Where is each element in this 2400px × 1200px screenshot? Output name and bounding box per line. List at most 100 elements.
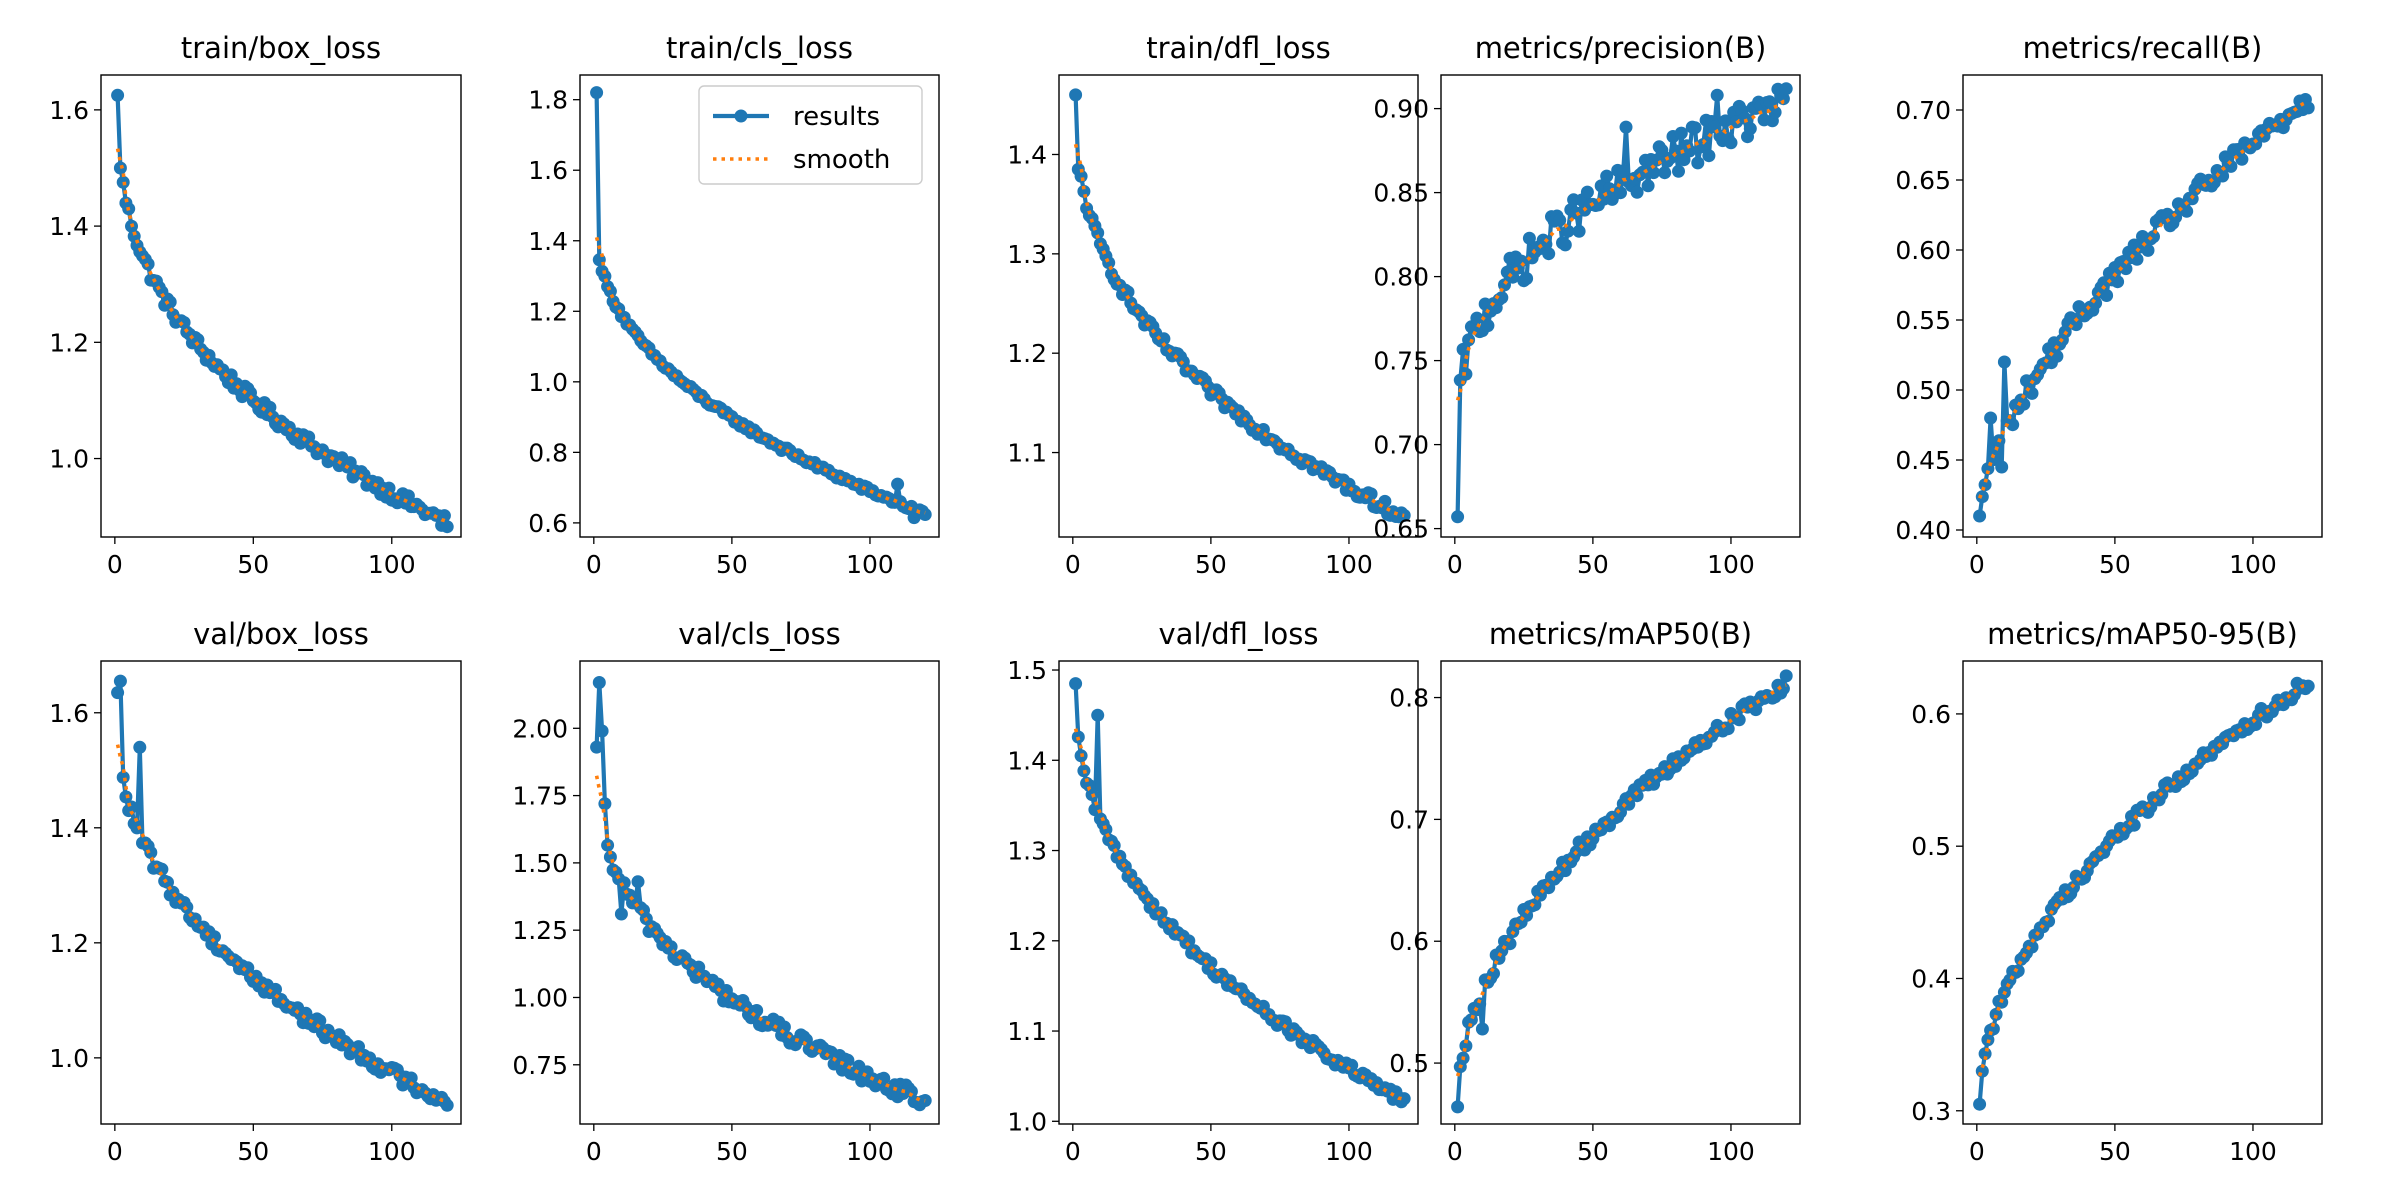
metrics-map50-95-ytick-label: 0.4 (1911, 964, 1951, 993)
metrics-map50-95-results-point (1989, 1007, 2003, 1021)
val-box-loss-results-point (155, 862, 169, 876)
metrics-precision-results-point (1561, 224, 1575, 238)
val-cls-loss-results-point (904, 1085, 918, 1098)
metrics-map50-95-title: metrics/mAP50-95(B) (1987, 617, 2298, 651)
val-cls-loss-ytick-label: 1.00 (512, 983, 568, 1012)
metrics-recall-results-point (2235, 152, 2249, 166)
metrics-precision-results-line (1455, 87, 1789, 517)
val-cls-loss-ytick-label: 1.50 (512, 849, 568, 878)
metrics-map50-95-results-point (1973, 1097, 1987, 1111)
metrics-precision-results-point (1702, 149, 1716, 163)
metrics-precision-results-point (1768, 105, 1782, 119)
val-cls-loss-results-point (595, 724, 609, 738)
val-dfl-loss-results-point (1397, 1092, 1411, 1106)
train-cls-loss-ytick-label: 1.0 (528, 368, 568, 397)
train-box-loss-xtick-label: 50 (237, 550, 269, 579)
metrics-map50-95-xtick-label: 50 (2099, 1137, 2131, 1166)
metrics-map50-95-xtick-label: 100 (2229, 1137, 2277, 1166)
train-cls-loss-ytick-label: 1.4 (528, 227, 568, 256)
metrics-precision-results-point (1672, 164, 1685, 178)
metrics-recall-results-point (2249, 137, 2263, 151)
metrics-precision-results-point (1724, 136, 1738, 150)
metrics-precision-results-point (1688, 121, 1702, 135)
train-box-loss-results-point (163, 295, 177, 309)
metrics-precision-results-point (1572, 224, 1586, 238)
metrics-precision-results-point (1470, 311, 1484, 325)
metrics-precision-results-point (1520, 272, 1534, 285)
val-dfl-loss-frame (1058, 660, 1419, 1125)
val-dfl-loss-ytick-label: 1.2 (1007, 927, 1047, 956)
train-cls-loss-ytick-label: 1.6 (528, 156, 568, 185)
train-dfl-loss-results-point (1121, 285, 1135, 299)
val-box-loss-results-point (313, 1014, 327, 1028)
train-box-loss-ytick-label: 1.6 (49, 96, 89, 125)
val-box-loss-smooth-line (115, 744, 448, 1104)
val-box-loss-ytick-label: 1.0 (49, 1044, 89, 1073)
metrics-map50-95-results-point (2042, 914, 2056, 928)
metrics-recall-results-point (2111, 275, 2125, 289)
metrics-precision-ytick-label: 0.75 (1373, 347, 1429, 376)
train-dfl-loss-xtick-label: 100 (1325, 550, 1373, 579)
train-cls-loss-smooth-line (594, 236, 926, 515)
train-dfl-loss-ytick-label: 1.2 (1007, 339, 1047, 368)
metrics-map50-95-frame (1962, 660, 2323, 1125)
val-cls-loss-frame (579, 660, 940, 1125)
train-cls-loss-frame (579, 74, 940, 538)
train-box-loss-ytick-label: 1.4 (49, 212, 89, 241)
legend-results-label: results (793, 102, 880, 132)
val-cls-loss-results-point (592, 676, 606, 689)
val-box-loss-results-point (180, 900, 194, 914)
train-cls-loss-results-point (590, 86, 604, 100)
metrics-precision-results-point (1655, 143, 1669, 157)
train-cls-loss-xtick-label: 50 (716, 550, 748, 579)
val-cls-loss-results-point (598, 797, 612, 811)
metrics-precision-results-point (1630, 185, 1644, 199)
val-dfl-loss-xtick-label: 0 (1065, 1137, 1081, 1166)
metrics-recall-ytick-label: 0.40 (1895, 516, 1951, 545)
train-box-loss-subplot: train/box_loss 0 50 100 1.0 1.2 1.4 1.6 (49, 31, 462, 579)
metrics-map50-results-point (1776, 682, 1790, 696)
train-cls-loss-title: train/cls_loss (666, 31, 853, 65)
val-cls-loss-ytick-label: 1.25 (512, 916, 568, 945)
metrics-recall-results-point (2119, 262, 2133, 276)
metrics-recall-results-point (1997, 355, 2011, 369)
metrics-precision-results-point (1738, 111, 1752, 125)
metrics-recall-xtick-label: 100 (2229, 550, 2277, 579)
val-dfl-loss-subplot: val/dfl_loss 0 50 100 1.0 1.1 1.2 1.3 1.4 1.5 (1007, 617, 1419, 1166)
val-box-loss-xtick-label: 100 (368, 1137, 416, 1166)
val-cls-loss-results-point (590, 740, 604, 754)
metrics-map50-95-results-point (2127, 818, 2141, 832)
metrics-map50-95-ytick-label: 0.5 (1911, 832, 1951, 861)
train-dfl-loss-results-line (1073, 94, 1406, 519)
metrics-precision-results-point (1580, 185, 1594, 199)
train-cls-loss-ytick-label: 1.2 (528, 297, 568, 326)
val-cls-loss-results-point (617, 876, 631, 890)
train-cls-loss-results-point (918, 508, 932, 521)
metrics-map50-xtick-label: 50 (1577, 1137, 1609, 1166)
metrics-precision-results-point (1514, 254, 1528, 268)
metrics-map50-results-point (1475, 1022, 1489, 1036)
metrics-recall-results-point (2100, 289, 2114, 302)
train-dfl-loss-ytick-label: 1.1 (1007, 439, 1047, 468)
metrics-recall-subplot: metrics/recall(B) 0 50 100 0.40 0.45 0.50 0.55 0… (1895, 31, 2323, 579)
train-box-loss-results-point (440, 520, 454, 534)
val-box-loss-results-point (133, 740, 147, 754)
metrics-precision-results-point (1658, 166, 1672, 180)
metrics-map50-results-line (1455, 675, 1789, 1108)
val-cls-loss-title: val/cls_loss (678, 617, 840, 651)
metrics-recall-results-point (1975, 490, 1989, 504)
metrics-precision-results-point (1600, 169, 1614, 183)
val-cls-loss-ytick-label: 2.00 (512, 714, 568, 743)
val-dfl-loss-xtick-label: 50 (1195, 1137, 1227, 1166)
train-dfl-loss-title: train/dfl_loss (1146, 31, 1330, 65)
metrics-recall-results-point (1995, 460, 2009, 474)
metrics-precision-results-point (1542, 247, 1556, 261)
metrics-recall-results-point (2180, 204, 2194, 218)
metrics-map50-95-smooth-line (1977, 683, 2309, 1077)
val-dfl-loss-ytick-label: 1.4 (1007, 746, 1047, 775)
metrics-precision-results-point (1553, 213, 1567, 227)
train-dfl-loss-ytick-label: 1.3 (1007, 240, 1047, 269)
train-box-loss-results-point (111, 88, 125, 102)
metrics-map50-results-point (1451, 1100, 1465, 1114)
val-box-loss-results-point (440, 1098, 454, 1112)
